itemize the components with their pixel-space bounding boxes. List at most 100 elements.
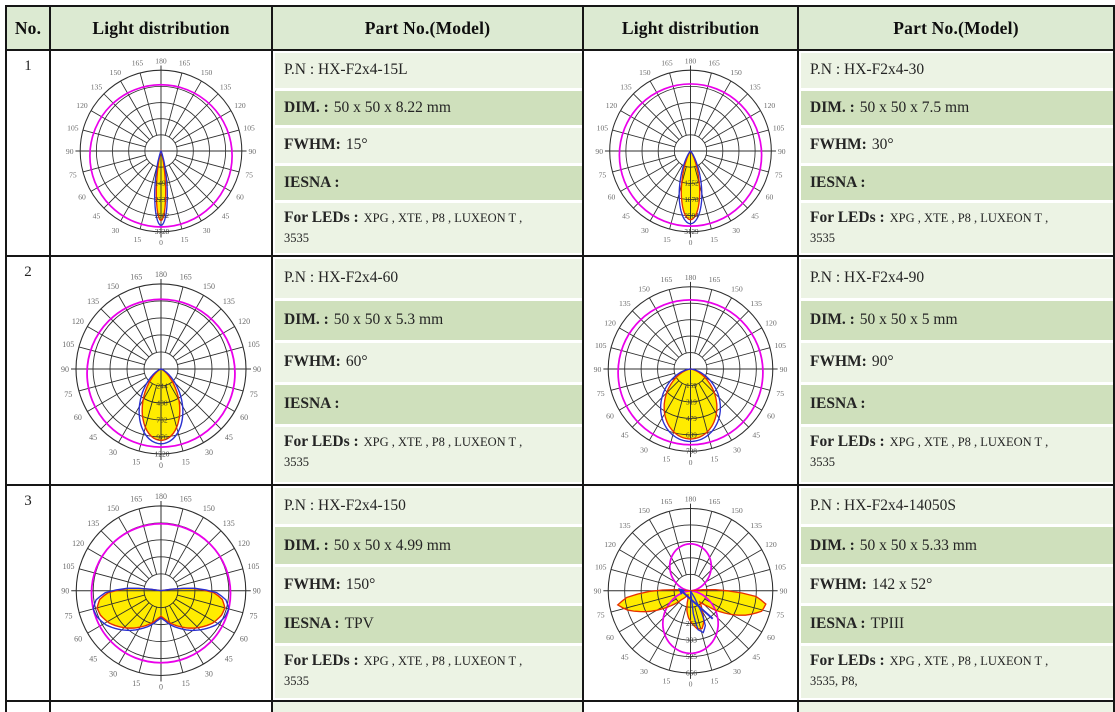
svg-text:45: 45 <box>752 653 760 662</box>
svg-text:150: 150 <box>203 504 215 513</box>
svg-text:120: 120 <box>604 540 616 549</box>
svg-text:60: 60 <box>74 635 82 644</box>
svg-text:75: 75 <box>597 611 605 620</box>
svg-text:45: 45 <box>89 432 97 441</box>
svg-text:45: 45 <box>225 655 233 664</box>
svg-text:150: 150 <box>201 68 213 77</box>
fwhm-band: FWHM: 150° <box>275 566 582 604</box>
svg-text:150: 150 <box>203 281 215 290</box>
svg-text:180: 180 <box>685 495 697 504</box>
svg-text:150: 150 <box>107 281 119 290</box>
svg-text:165: 165 <box>709 275 721 284</box>
svg-text:90: 90 <box>61 365 69 374</box>
leds-band: For LEDs : XPG , XTE , P8 , LUXEON T , 35… <box>801 203 1113 254</box>
svg-text:479: 479 <box>686 414 697 422</box>
header-part-no-2: Part No.(Model) <box>799 7 1115 51</box>
svg-text:15: 15 <box>663 235 671 244</box>
pn-text: P.N : HX-F2x4-60 <box>284 269 399 287</box>
svg-text:30: 30 <box>205 448 213 457</box>
svg-text:1220: 1220 <box>155 449 170 458</box>
dim-band: DIM. :50 x 50 x 5 mm <box>801 300 1113 340</box>
fwhm-band: FWHM: 15° <box>275 128 582 163</box>
svg-text:45: 45 <box>89 655 97 664</box>
svg-text:0: 0 <box>159 461 163 470</box>
svg-text:0: 0 <box>689 238 693 247</box>
svg-text:60: 60 <box>606 411 614 420</box>
header-light-distribution-2: Light distribution <box>584 7 799 51</box>
svg-text:30: 30 <box>205 670 213 679</box>
leds-band: For LEDs : XPG , XTE , P8 , LUXEON T , 35… <box>275 645 582 699</box>
svg-text:45: 45 <box>751 211 759 220</box>
svg-text:60: 60 <box>240 635 248 644</box>
svg-text:135: 135 <box>619 521 631 530</box>
svg-text:3129: 3129 <box>684 228 699 236</box>
fwhm-band: FWHM: 60° <box>275 342 582 382</box>
svg-text:120: 120 <box>238 317 250 326</box>
svg-text:150: 150 <box>638 507 650 516</box>
pn-text: P.N : HX-F2x4-30 <box>810 61 925 79</box>
svg-text:732: 732 <box>156 415 168 424</box>
svg-text:15: 15 <box>132 679 140 688</box>
svg-text:15: 15 <box>132 457 140 466</box>
svg-text:90: 90 <box>594 587 602 596</box>
svg-text:1878: 1878 <box>684 196 699 204</box>
svg-text:180: 180 <box>155 57 167 66</box>
svg-text:525: 525 <box>686 653 697 661</box>
svg-text:105: 105 <box>773 123 785 132</box>
svg-text:120: 120 <box>764 101 776 110</box>
svg-text:30: 30 <box>733 445 741 454</box>
svg-text:165: 165 <box>132 59 144 68</box>
svg-text:165: 165 <box>661 275 673 284</box>
svg-text:15: 15 <box>181 235 189 244</box>
svg-text:45: 45 <box>752 430 760 439</box>
svg-text:135: 135 <box>220 82 232 91</box>
pn-band: P.N : HX-F2x4-14050S <box>801 488 1113 525</box>
svg-text:135: 135 <box>91 82 103 91</box>
svg-text:105: 105 <box>774 340 786 349</box>
part-spec-cell: P.N : HX-F2x4-14050S DIM. :50 x 50 x 5.3… <box>799 486 1115 702</box>
header-light-distribution-1: Light distribution <box>51 7 273 51</box>
svg-text:180: 180 <box>685 57 697 66</box>
polar-light-distribution-chart: 0 15 15 30 30 45 45 60 60 75 75 90 90 105 105 120 120 135… <box>594 495 788 689</box>
svg-text:105: 105 <box>774 563 786 572</box>
svg-text:120: 120 <box>76 101 88 110</box>
svg-text:90: 90 <box>248 147 256 156</box>
light-distribution-cell: 0 15 15 30 30 45 45 60 60 75 75 90 90 105 105 120 120 135… <box>51 257 273 486</box>
next-row-sliver <box>799 702 1115 712</box>
svg-text:0: 0 <box>159 238 163 247</box>
pn-text: P.N : HX-F2x4-15L <box>284 61 408 79</box>
svg-text:120: 120 <box>238 539 250 548</box>
svg-text:150: 150 <box>107 504 119 513</box>
svg-text:60: 60 <box>74 413 82 422</box>
svg-text:30: 30 <box>112 226 120 235</box>
light-distribution-cell: 0 15 15 30 30 45 45 60 60 75 75 90 90 105 105 120 120 135… <box>584 486 799 702</box>
svg-text:105: 105 <box>243 123 255 132</box>
svg-text:150: 150 <box>731 284 743 293</box>
svg-text:90: 90 <box>780 364 788 373</box>
leds-band: For LEDs : XPG , XTE , P8 , LUXEON T , 35… <box>275 426 582 483</box>
svg-text:60: 60 <box>240 413 248 422</box>
next-row-sliver <box>584 702 799 712</box>
iesna-band: IESNA : <box>801 165 1113 201</box>
svg-text:15: 15 <box>134 235 142 244</box>
svg-text:120: 120 <box>72 539 84 548</box>
svg-text:45: 45 <box>621 653 629 662</box>
svg-text:135: 135 <box>619 299 631 308</box>
svg-text:75: 75 <box>69 171 77 180</box>
svg-text:165: 165 <box>708 59 720 68</box>
next-row-sliver <box>273 702 584 712</box>
svg-text:105: 105 <box>597 123 609 132</box>
svg-text:75: 75 <box>775 171 783 180</box>
svg-text:180: 180 <box>685 272 697 281</box>
svg-text:120: 120 <box>765 540 777 549</box>
svg-text:150: 150 <box>639 68 651 77</box>
part-spec-cell: P.N : HX-F2x4-60 DIM. :50 x 50 x 5.3 mm … <box>273 257 584 486</box>
iesna-band: IESNA : <box>801 384 1113 424</box>
iesna-band: IESNA : <box>275 165 582 201</box>
next-row-sliver <box>7 702 51 712</box>
svg-text:393: 393 <box>686 637 697 645</box>
row-number: 2 <box>7 257 51 486</box>
svg-text:75: 75 <box>599 171 607 180</box>
svg-text:135: 135 <box>87 519 99 528</box>
